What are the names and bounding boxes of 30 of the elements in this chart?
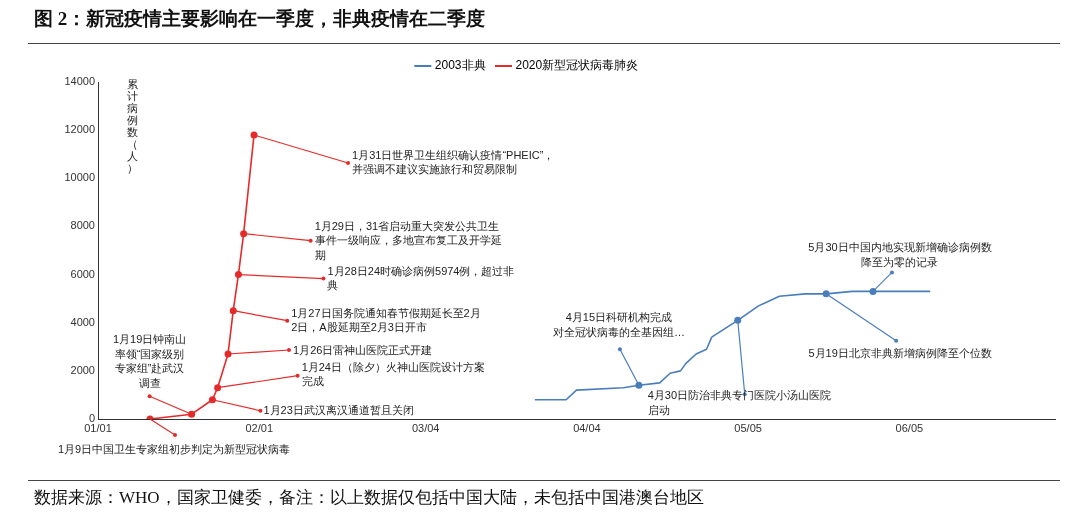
- x-tick-label: 05/05: [734, 421, 762, 434]
- legend-label: 2020新型冠状病毒肺炎: [515, 58, 639, 73]
- annotation: 5月30日中国内地实现新增确诊病例数降至为零的记录: [808, 241, 992, 268]
- y-tick-label: 4000: [70, 315, 95, 328]
- annotation: 4月30日防治非典专门医院小汤山医院启动: [647, 389, 832, 416]
- annotation: 1月23日武汉离汉通道暂且关闭: [263, 403, 414, 416]
- x-tick-label: 02/01: [245, 421, 273, 434]
- y-tick-label: 12000: [64, 123, 95, 136]
- annotation: 1月26日雷神山医院正式开建: [293, 344, 433, 357]
- annotation: 1月31日世界卫生组织确认疫情“PHEIC”，并强调不建议实施旅行和贸易限制: [352, 148, 555, 176]
- annotation: 1月29日，31省启动重大突发公共卫生事件一级响应，多地宣布复工及开学延期: [314, 219, 502, 261]
- x-tick-label: 03/04: [411, 421, 440, 434]
- y-tick-label: 6000: [70, 267, 95, 280]
- y-axis-title: 累计病例数（人）: [126, 78, 139, 174]
- y-tick-label: 2000: [70, 363, 95, 376]
- annotation: 1月28日24时确诊病例5974例，超过非典: [327, 264, 515, 292]
- x-tick-label: 06/05: [895, 421, 924, 434]
- annotation: 1月24日（除夕）火神山医院设计方案完成: [301, 360, 485, 388]
- y-tick-label: 10000: [64, 171, 95, 184]
- annotation: 1月19日钟南山率领“国家级别专家组”赴武汉调查: [112, 333, 187, 389]
- annotation: 1月27日国务院通知春节假期延长至2月2日，A股延期至2月3日开市: [291, 306, 481, 334]
- source-note: 数据来源：WHO，国家卫健委，备注：以上数据仅包括中国大陆，未包括中国港澳台地区: [34, 487, 704, 509]
- annotation: 1月9日中国卫生专家组初步判定为新型冠状病毒: [57, 443, 291, 456]
- annotation: 5月19日北京非典新增病例降至个位数: [808, 346, 992, 359]
- legend-label: 2003非典: [434, 58, 486, 73]
- x-tick-label: 04/04: [573, 421, 601, 434]
- annotation: 4月15日科研机构完成对全冠状病毒的全基因组…: [552, 311, 685, 338]
- chart-title: 图 2：新冠疫情主要影响在一季度，非典疫情在二季度: [34, 7, 486, 31]
- y-tick-label: 14000: [64, 75, 95, 88]
- y-tick-label: 8000: [70, 219, 95, 232]
